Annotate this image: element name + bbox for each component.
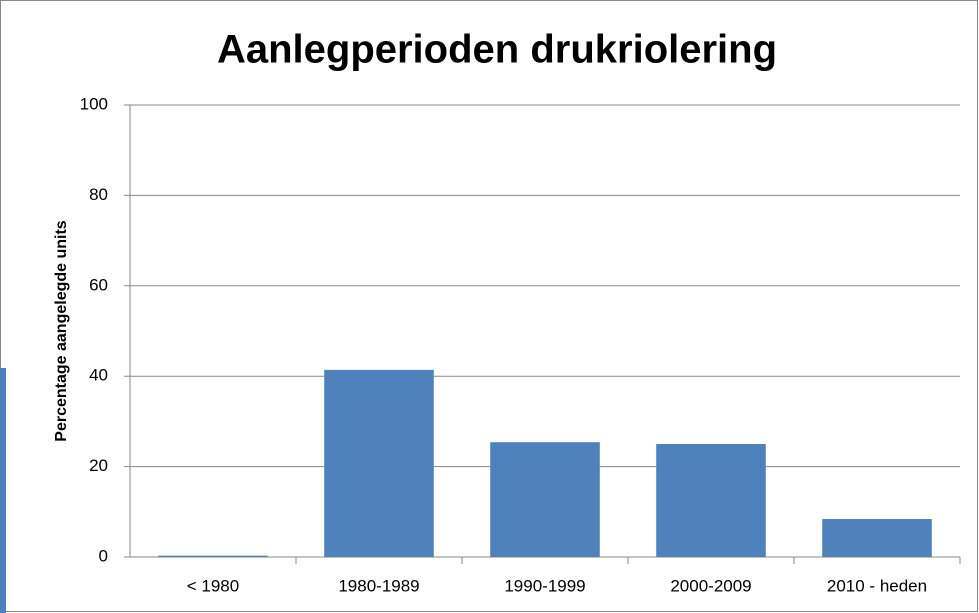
bar: [324, 369, 434, 557]
x-tick-label: 1990-1999: [504, 576, 585, 595]
y-tick-label: 60: [89, 275, 108, 294]
bar: [490, 442, 600, 557]
y-tick-label: 0: [99, 546, 108, 565]
y-tick-label: 20: [89, 456, 108, 475]
y-tick-label: 80: [89, 185, 108, 204]
x-tick-label: 2010 - heden: [827, 576, 927, 595]
x-tick-label: < 1980: [187, 576, 239, 595]
bar: [822, 519, 932, 557]
x-tick-label: 2000-2009: [670, 576, 751, 595]
bar: [656, 444, 766, 557]
bar: [158, 555, 268, 557]
y-tick-label: 40: [89, 366, 108, 385]
chart-title: Aanlegperioden drukriolering: [217, 28, 777, 72]
edge-strip: [0, 368, 6, 613]
y-axis-label: Percentage aangelegde units: [53, 220, 70, 442]
x-tick-label: 1980-1989: [338, 576, 419, 595]
y-tick-label: 100: [80, 94, 108, 113]
